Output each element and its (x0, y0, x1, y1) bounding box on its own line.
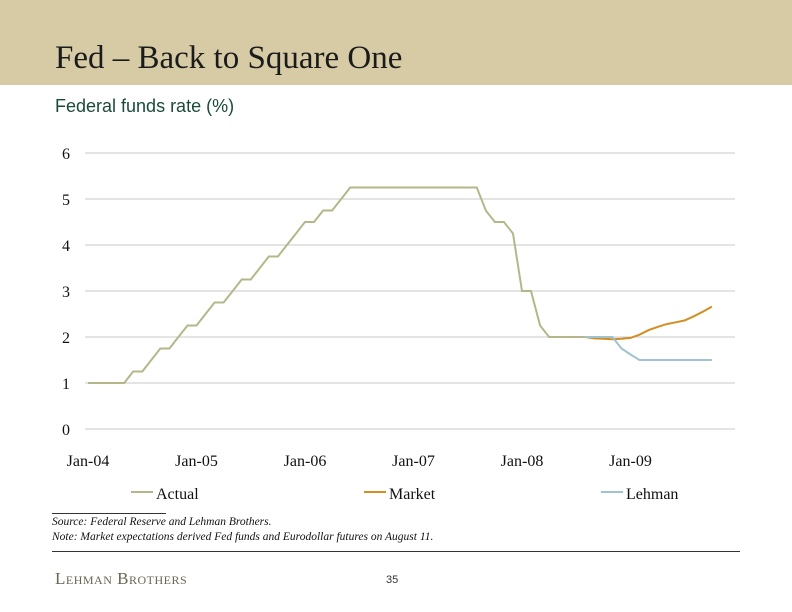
series-lines (88, 186, 713, 384)
series-line-lehman (585, 336, 712, 361)
source-note: Source: Federal Reserve and Lehman Broth… (52, 516, 272, 528)
market-note: Note: Market expectations derived Fed fu… (52, 531, 434, 543)
x-axis-ticks: Jan-04 Jan-05 Jan-06 Jan-07 Jan-08 Jan-09 (67, 453, 652, 470)
legend-label-actual: Actual (156, 486, 199, 503)
footer-divider (52, 551, 740, 552)
x-tick-label: Jan-07 (392, 453, 435, 470)
y-tick-label: 3 (62, 284, 70, 301)
x-tick-label: Jan-04 (67, 453, 110, 470)
y-tick-label: 0 (62, 422, 70, 439)
series-line-actual (88, 186, 586, 384)
legend: Actual Market Lehman (131, 486, 678, 503)
y-tick-label: 5 (62, 192, 70, 209)
legend-label-lehman: Lehman (626, 486, 678, 503)
chart-title: Federal funds rate (%) (55, 96, 235, 116)
x-tick-label: Jan-05 (175, 453, 218, 470)
source-divider (52, 513, 166, 514)
y-tick-label: 2 (62, 330, 70, 347)
lehman-brothers-logo: Lehman Brothers (55, 569, 188, 588)
y-tick-label: 1 (62, 376, 70, 393)
legend-label-market: Market (389, 486, 436, 503)
y-tick-label: 6 (62, 146, 70, 163)
y-tick-label: 4 (62, 238, 70, 255)
x-tick-label: Jan-09 (609, 453, 652, 470)
gridlines (85, 152, 735, 430)
page-number: 35 (386, 574, 399, 586)
x-tick-label: Jan-08 (501, 453, 544, 470)
x-tick-label: Jan-06 (284, 453, 327, 470)
y-axis-ticks: 0 1 2 3 4 5 6 (62, 146, 70, 439)
slide-title: Fed – Back to Square One (55, 40, 403, 76)
header-band (0, 0, 792, 85)
series-line-market (585, 305, 713, 341)
